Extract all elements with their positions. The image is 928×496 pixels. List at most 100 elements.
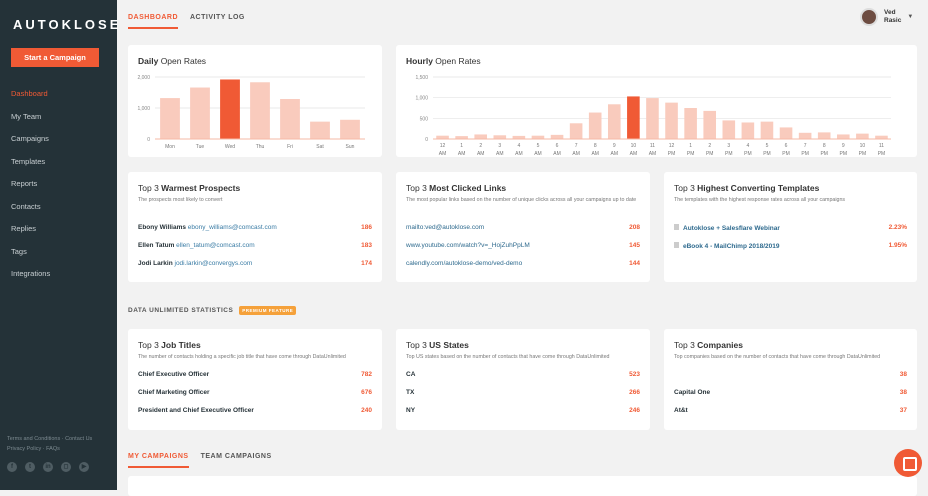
twitter-icon[interactable]: t [25,462,35,472]
prospect-email[interactable]: ellen_tatum@comcast.com [176,242,255,249]
tab-my-campaigns[interactable]: MY CAMPAIGNS [128,453,189,468]
x-tick-label: AM [515,151,523,157]
x-tick-label: AM [611,151,619,157]
user-menu[interactable]: Ved Rasic ▼ [860,8,913,26]
start-campaign-button[interactable]: Start a Campaign [11,48,99,67]
title-pre: Top 3 [674,183,698,193]
x-tick-label: Sun [346,144,355,150]
list-item: mailto:ved@autoklose.com 208 [406,224,640,231]
sidebar-item-contacts[interactable]: Contacts [11,201,41,211]
footer-line-terms-contact[interactable]: Terms and Conditions · Contact Us [7,436,93,442]
sidebar-item-reports[interactable]: Reports [11,179,38,188]
title-bold: Companies [697,340,743,350]
list-item: 38 [674,371,907,378]
bar [512,135,526,139]
youtube-icon[interactable]: ▶ [79,462,89,472]
sidebar-item-campaigns[interactable]: Campaigns [11,134,49,143]
sidebar-item-templates[interactable]: Templates [11,156,46,166]
prospect-email[interactable]: jodi.larkin@convergys.com [174,260,253,267]
list-item: Chief Executive Officer 782 [138,371,372,378]
list-item[interactable]: Ebony Williams ebony_williams@comcast.co… [138,224,372,231]
card-title: Top 3 Highest Converting Templates [674,183,819,193]
link-url[interactable]: mailto:ved@autoklose.com [406,224,485,231]
x-tick-label: 12 [440,143,446,149]
x-tick-label: 8 [594,143,597,149]
x-tick-label: AM [649,151,657,157]
logo[interactable]: AUTOKLOSE [13,17,122,32]
card-title: Hourly Open Rates [406,56,481,66]
list-item[interactable]: Jodi Larkin jodi.larkin@convergys.com 174 [138,260,372,267]
list-item[interactable]: Ellen Tatum ellen_tatum@comcast.com 183 [138,242,372,249]
title-pre: Top 3 [406,340,430,350]
title-bold: Job Titles [161,340,201,350]
prospect-name: Ellen Tatum [138,242,175,249]
prospect-email[interactable]: ebony_williams@comcast.com [187,224,277,231]
x-tick-label: AM [496,151,504,157]
x-tick-label: AM [534,151,542,157]
card-title: Top 3 Most Clicked Links [406,183,506,193]
user-first-name: Ved [884,9,896,16]
x-tick-label: Sat [316,144,324,150]
title-pre: Top 3 [138,183,162,193]
template-name[interactable]: eBook 4 - MailChimp 2018/2019 [683,243,780,250]
prospect-score: 174 [361,260,372,267]
list-item: CA 523 [406,371,640,378]
y-tick-label: 500 [420,116,429,122]
document-icon [674,242,679,248]
x-tick-label: Wed [225,144,235,150]
facebook-icon[interactable]: f [7,462,17,472]
title-pre: Top 3 [138,340,162,350]
list-item: www.youtube.com/watch?v=_HojZuhPpLM 145 [406,242,640,249]
tab-activity-log[interactable]: ACTIVITY LOG [190,14,245,21]
item-name: Chief Marketing Officer [138,389,210,396]
title-bold: Most Clicked Links [429,183,507,193]
x-tick-label: 4 [517,143,520,149]
tab-team-campaigns[interactable]: TEAM CAMPAIGNS [200,453,272,460]
x-tick-label: PM [763,151,771,157]
bar [436,135,449,139]
chat-button[interactable] [894,449,922,477]
y-tick-label: 2,000 [137,75,150,81]
x-tick-label: 1 [689,143,692,149]
top-tabs: DASHBOARD ACTIVITY LOG [128,14,245,29]
sidebar-item-my-team[interactable]: My Team [11,111,42,121]
chevron-down-icon[interactable]: ▼ [907,14,914,20]
x-tick-label: PM [820,151,828,157]
click-count: 208 [629,224,640,231]
item-count: 38 [899,389,907,396]
bar [741,122,755,139]
daily-open-rates-card: Daily Open Rates 0 1,000 2,000 Mon Tue Wed Thu… [128,45,382,157]
avatar[interactable] [860,8,878,26]
sidebar-nav: Dashboard My Team Campaigns Templates Re… [11,89,50,292]
sidebar-item-integrations[interactable]: Integrations [11,269,51,278]
list-item: Chief Marketing Officer 676 [138,389,372,396]
template-name[interactable]: Autoklose + Salesflare Webinar [683,225,780,232]
sidebar-item-replies[interactable]: Replies [11,224,37,233]
bar [875,135,888,139]
item-count: 246 [629,407,640,414]
converting-templates-card: Top 3 Highest Converting Templates The t… [664,172,917,282]
item-name: At&t [674,407,688,414]
campaigns-card [128,476,917,496]
bar [607,104,621,139]
card-title: Top 3 Warmest Prospects [138,183,240,193]
linkedin-icon[interactable]: in [43,462,53,472]
link-url[interactable]: calendly.com/autoklose-demo/ved-demo [406,260,523,267]
item-count: 676 [361,389,372,396]
x-tick-label: 10 [860,143,866,149]
tab-dashboard[interactable]: DASHBOARD [128,14,178,29]
campaign-tabs: MY CAMPAIGNS TEAM CAMPAIGNS [128,453,272,468]
sidebar-item-tags[interactable]: Tags [11,246,27,256]
x-tick-label: PM [706,151,714,157]
bar [474,134,488,139]
y-tick-label: 1,500 [415,75,428,81]
x-tick-label: Thu [256,144,265,150]
bar [627,96,640,139]
footer-line-privacy-faqs[interactable]: Privacy Policy · FAQs [7,446,60,452]
item-name: NY [406,407,416,414]
instagram-icon[interactable]: ◻ [61,462,71,472]
x-tick-label: AM [553,151,561,157]
x-tick-label: 5 [537,143,540,149]
link-url[interactable]: www.youtube.com/watch?v=_HojZuhPpLM [406,242,530,249]
sidebar-item-dashboard[interactable]: Dashboard [11,89,48,98]
